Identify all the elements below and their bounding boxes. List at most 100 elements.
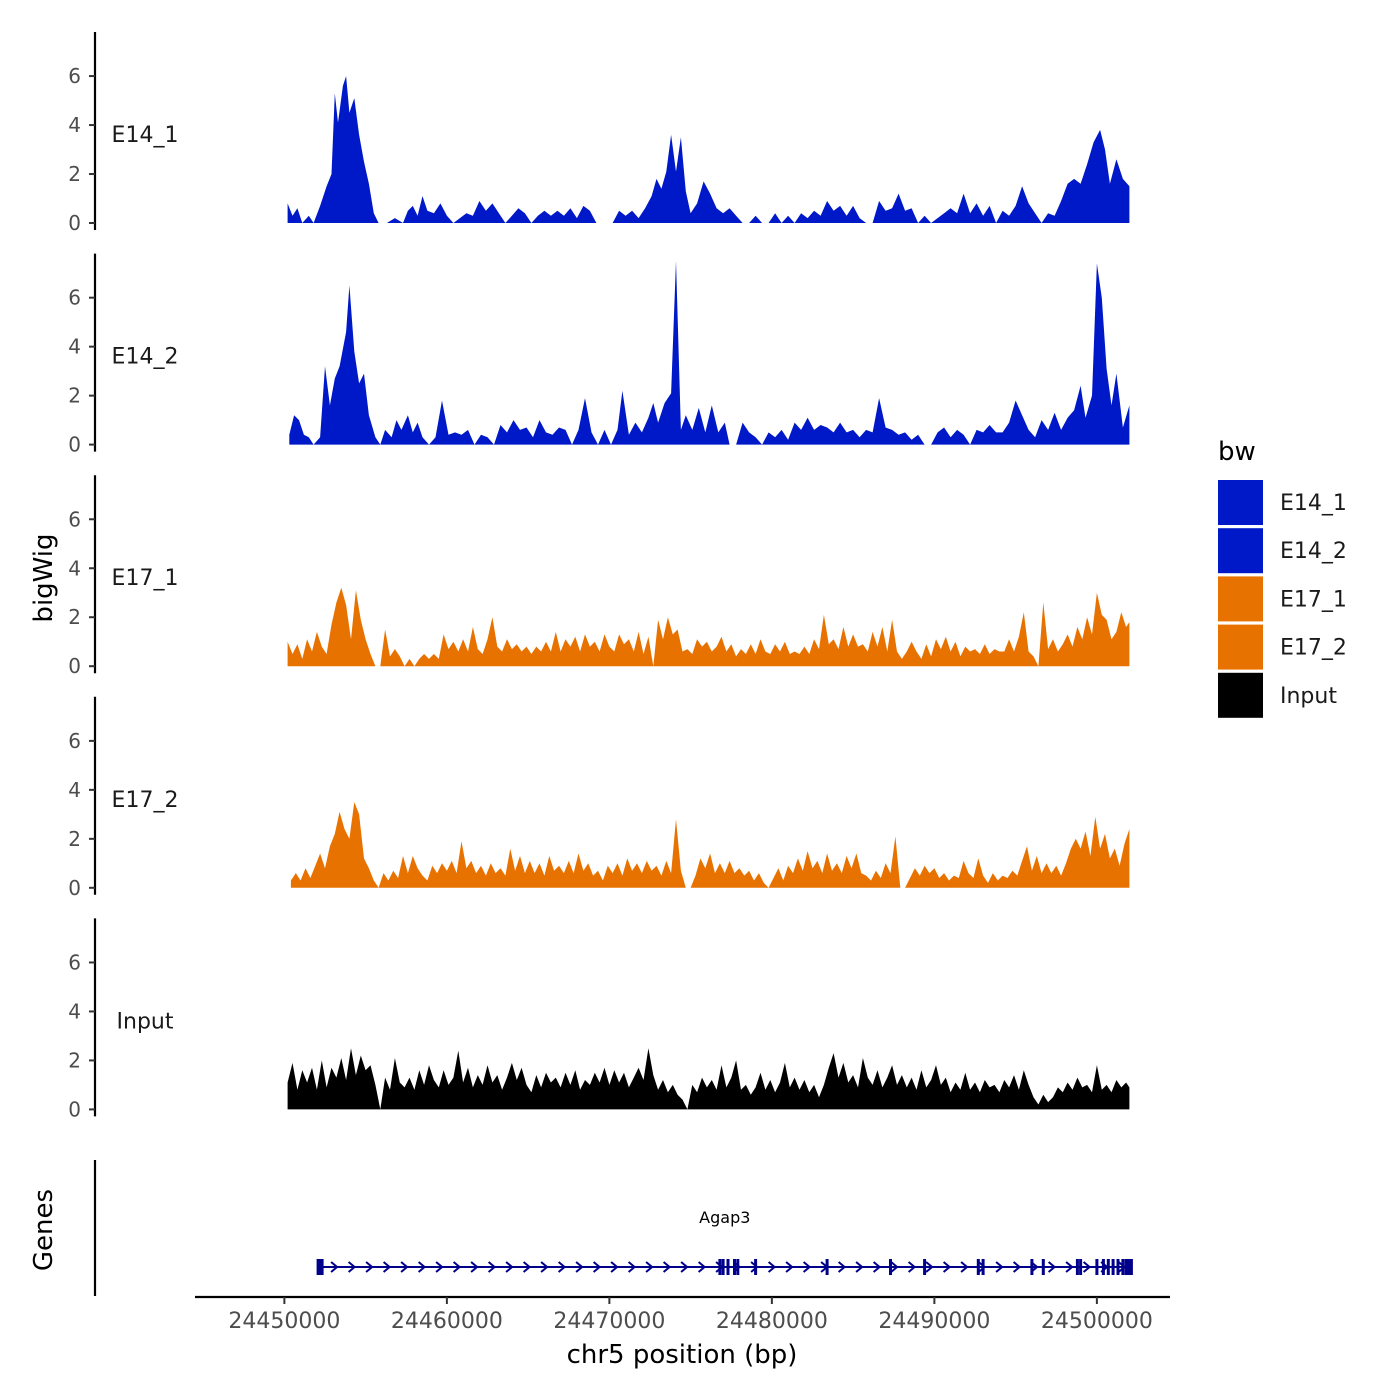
strand-arrow [540,1261,549,1273]
track-label-e14-1: E14_1 [112,123,179,148]
legend-label-e14-1: E14_1 [1280,491,1347,516]
y-tick-label: 6 [68,507,81,531]
strand-arrow [785,1261,794,1273]
y-tick-label: 4 [68,556,81,580]
x-tick-label: 24460000 [391,1309,503,1334]
legend-label-e14-2: E14_2 [1280,539,1347,564]
y-tick-label: 2 [68,384,81,408]
track-e17-2-signal-area [290,802,1130,888]
y-tick-label: 4 [68,778,81,802]
strand-arrow [890,1261,899,1273]
strand-arrow [680,1261,689,1273]
strand-arrow [1047,1261,1057,1273]
y-tick-label: 2 [68,605,81,629]
exon-block [1095,1259,1099,1275]
strand-arrow [1082,1261,1092,1273]
exon-block [825,1259,829,1275]
legend-title: bw [1218,437,1256,467]
y-tick-label: 0 [68,654,81,678]
exon-block [1101,1259,1105,1275]
legend: bw E14_1 E14_2 E17_1 E17_2 Input [1218,437,1347,718]
x-tick-label: 24480000 [716,1309,828,1334]
exon-block [1116,1259,1120,1275]
signal-tracks: 0 2 4 6 E14_1 0 2 4 6 E14_2 0 2 4 6 E17_1 0 2 4 6 E17_2 0 2 4 6… [68,32,1130,1121]
track-input: 0 2 4 6 Input [68,918,1130,1121]
strand-arrow [347,1261,357,1273]
y-tick-label: 6 [68,950,81,974]
strand-arrow [452,1261,462,1273]
y-tick-label: 2 [68,827,81,851]
genes-panel: Genes Agap3 [29,1160,1133,1296]
y-tick-label: 0 [68,433,81,457]
strand-arrow [802,1261,812,1273]
strand-arrow [1065,1261,1074,1273]
strand-arrow [522,1261,532,1273]
strand-arrow [1012,1261,1022,1273]
strand-arrow [365,1261,374,1273]
strand-arrow [592,1261,602,1273]
exon-block [754,1259,758,1275]
strand-arrow [400,1261,409,1273]
track-label-e17-1: E17_1 [112,566,179,591]
track-e14-2-signal-area [289,260,1130,445]
y-axis-title: bigWig [29,533,59,622]
strand-arrow [610,1261,619,1273]
x-tick-label: 24490000 [878,1309,990,1334]
x-tick-label: 24450000 [228,1309,340,1334]
exon-block [733,1259,736,1275]
track-e17-1-signal-area [287,587,1130,667]
y-tick-label: 6 [68,64,81,88]
strand-arrow [697,1261,707,1273]
exon-block [1111,1259,1115,1275]
exon-block [1106,1259,1110,1275]
strand-arrow [662,1261,672,1273]
exon-block [316,1259,324,1275]
legend-swatch-input [1218,672,1263,718]
track-e14-1-signal-area [287,76,1130,223]
exon-block [1125,1259,1133,1275]
y-tick-label: 6 [68,286,81,310]
gene-name-label: Agap3 [699,1208,750,1227]
strand-arrow [557,1261,567,1273]
strand-arrow [855,1261,864,1273]
legend-swatch-e14-2 [1218,528,1263,574]
y-tick-label: 2 [68,1048,81,1072]
track-e17-2: 0 2 4 6 E17_2 [68,696,1130,900]
y-tick-label: 4 [68,999,81,1023]
y-tick-label: 0 [68,211,81,235]
x-tick-label: 24500000 [1041,1309,1153,1334]
strand-arrow [417,1261,427,1273]
track-e14-2: 0 2 4 6 E14_2 [68,253,1130,457]
y-tick-label: 0 [68,876,81,900]
legend-items: E14_1 E14_2 E17_1 E17_2 Input [1218,480,1347,718]
legend-label-input: Input [1280,684,1337,709]
exon-block [889,1259,892,1275]
strand-arrow [627,1261,637,1273]
strand-arrow [470,1261,479,1273]
strand-arrow [435,1261,444,1273]
x-axis-title: chr5 position (bp) [567,1340,798,1370]
exon-block [718,1259,722,1275]
exon-block [981,1259,985,1275]
exon-block [721,1259,725,1275]
x-axis-ticks: 24450000 24460000 24470000 24480000 24490000… [228,1297,1153,1334]
strand-arrow [505,1261,514,1273]
exon-block [1030,1259,1034,1275]
exon-block [726,1259,730,1275]
exon-block [1041,1259,1045,1275]
strand-arrow [942,1261,952,1273]
exon-block [1075,1259,1079,1275]
exon-block [736,1259,740,1275]
strand-arrow [487,1261,497,1273]
y-tick-label: 2 [68,162,81,186]
strand-arrow [925,1261,934,1273]
legend-swatch-e17-2 [1218,624,1263,670]
strand-arrow [995,1261,1004,1273]
strand-arrow [872,1261,882,1273]
track-input-signal-area [287,1048,1130,1110]
y-tick-label: 6 [68,729,81,753]
legend-swatch-e14-1 [1218,480,1263,525]
track-label-e17-2: E17_2 [112,788,179,813]
genes-label: Genes [29,1189,59,1271]
exon-block [923,1259,927,1275]
